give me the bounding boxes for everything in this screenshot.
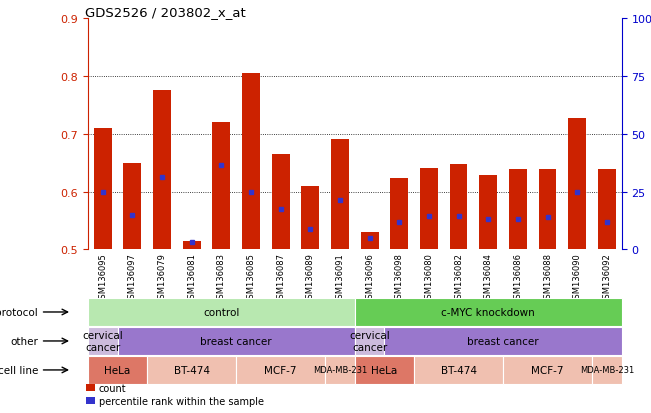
Text: HeLa: HeLa: [371, 365, 398, 375]
Bar: [391, 179, 408, 250]
Bar: [183, 241, 201, 250]
Bar: [94, 128, 111, 250]
Text: BT-474: BT-474: [174, 365, 210, 375]
Bar: [509, 170, 527, 250]
Text: MCF-7: MCF-7: [264, 365, 297, 375]
Bar: [153, 91, 171, 250]
Bar: [420, 169, 438, 250]
Text: c-MYC knockdown: c-MYC knockdown: [441, 307, 535, 317]
Legend: count, percentile rank within the sample: count, percentile rank within the sample: [86, 383, 264, 406]
Text: control: control: [203, 307, 240, 317]
Text: breast cancer: breast cancer: [467, 336, 539, 346]
Text: protocol: protocol: [0, 307, 38, 317]
Bar: [450, 164, 467, 250]
Bar: [331, 140, 349, 250]
Bar: [538, 170, 557, 250]
Bar: [361, 233, 378, 250]
Text: BT-474: BT-474: [441, 365, 477, 375]
Text: MDA-MB-231: MDA-MB-231: [313, 366, 367, 375]
Text: MCF-7: MCF-7: [531, 365, 564, 375]
Bar: [124, 163, 141, 250]
Text: cervical
cancer: cervical cancer: [82, 330, 123, 352]
Bar: [242, 74, 260, 250]
Text: GDS2526 / 203802_x_at: GDS2526 / 203802_x_at: [85, 6, 245, 19]
Text: HeLa: HeLa: [104, 365, 131, 375]
Text: breast cancer: breast cancer: [201, 336, 272, 346]
Text: other: other: [10, 336, 38, 346]
Bar: [212, 123, 230, 250]
Bar: [479, 176, 497, 250]
Bar: [271, 154, 290, 250]
Text: cell line: cell line: [0, 365, 38, 375]
Text: cervical
cancer: cervical cancer: [349, 330, 390, 352]
Bar: [301, 186, 319, 250]
Bar: [568, 119, 586, 250]
Text: MDA-MB-231: MDA-MB-231: [580, 366, 634, 375]
Bar: [598, 170, 616, 250]
